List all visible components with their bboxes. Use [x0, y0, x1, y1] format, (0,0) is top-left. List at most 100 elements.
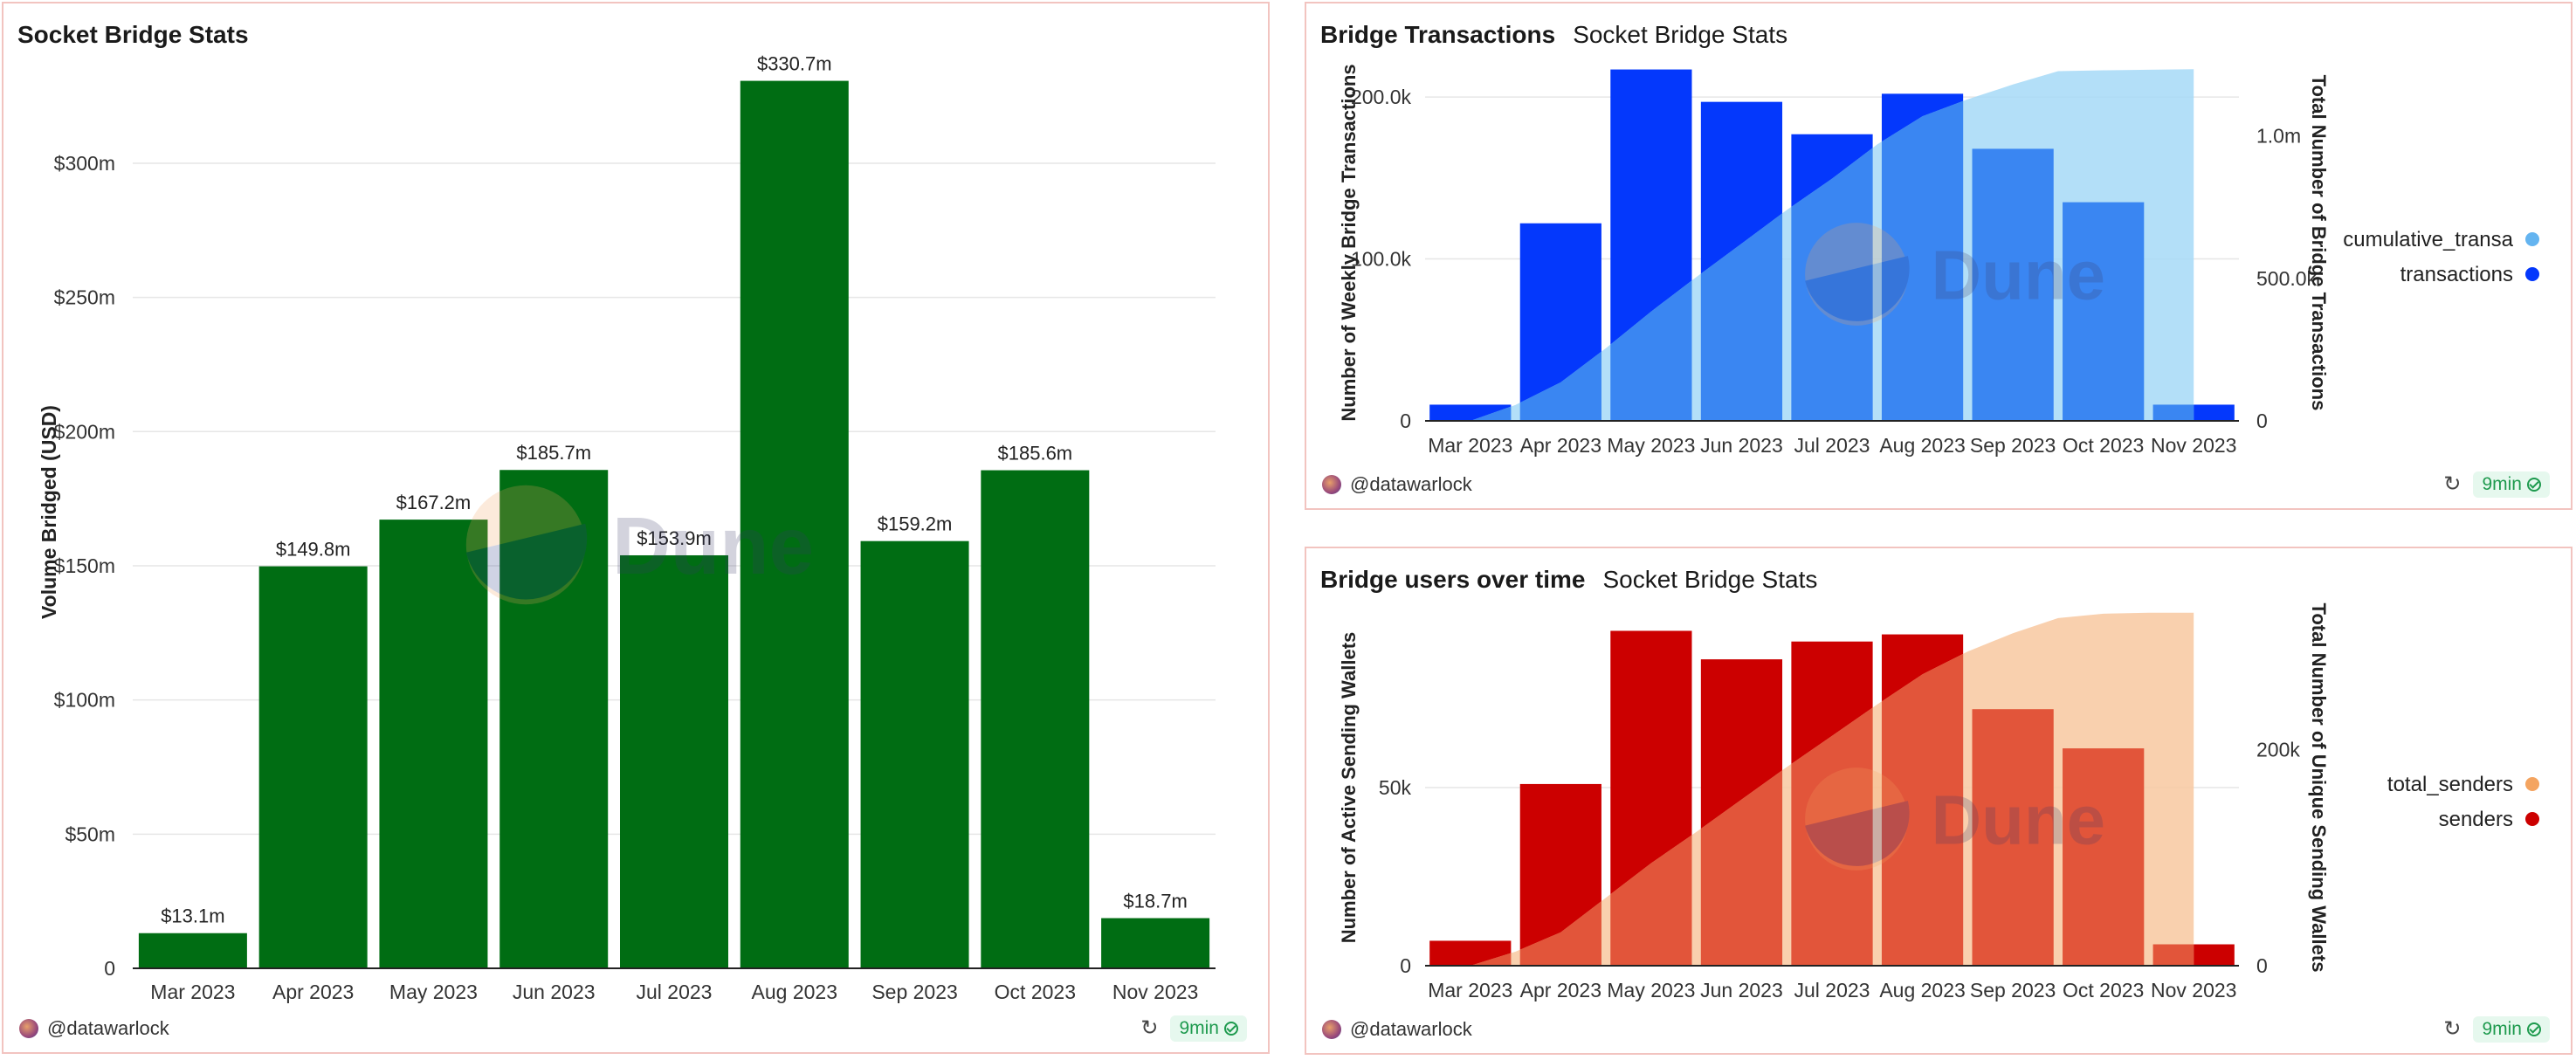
volume-chart-panel: Socket Bridge Stats 0 $50m $100m $150m $200m…: [2, 2, 1270, 1054]
bar: [258, 566, 368, 968]
panel-title: Socket Bridge Stats: [17, 21, 249, 49]
panel-title-text: Bridge Transactions: [1320, 21, 1556, 48]
y2-tick-label: 200k: [2256, 739, 2300, 761]
x-tick-label: Aug 2023: [1879, 979, 1965, 1001]
x-tick-label: May 2023: [1607, 434, 1695, 457]
x-tick-label: Aug 2023: [752, 981, 837, 1003]
freshness-badge: 9min: [1170, 1015, 1247, 1042]
legend-label: cumulative_transa: [2343, 228, 2513, 251]
data-label: $185.6m: [998, 443, 1073, 465]
author-link[interactable]: @datawarlock: [1350, 473, 1472, 495]
y-tick-label: $250m: [54, 286, 115, 309]
transactions-combo-chart: 0 100.0k 200.0k 0 500.0k 1.0m Number of Weekly…: [1338, 64, 2539, 457]
y-tick-label: 0: [1400, 954, 1411, 977]
x-tick-label: Jul 2023: [1794, 979, 1870, 1001]
x-tick-label: Mar 2023: [1428, 434, 1512, 457]
x-tick-label: Oct 2023: [995, 981, 1076, 1003]
x-tick-label: Jun 2023: [1700, 434, 1783, 457]
panel-footer: @datawarlock: [1322, 1018, 1472, 1041]
bar: [620, 554, 728, 968]
users-combo-chart: 0 50k 0 200k Number of Active Sending Wallet…: [1338, 603, 2539, 1001]
x-tick-label: Nov 2023: [2151, 434, 2236, 457]
author-link[interactable]: @datawarlock: [47, 1017, 169, 1039]
dune-logo-shade: [465, 523, 588, 600]
freshness-text: 9min: [2482, 474, 2522, 494]
x-tick-label: Nov 2023: [1112, 981, 1198, 1003]
panel-title-text: Socket Bridge Stats: [17, 21, 249, 48]
panel-subtitle: Socket Bridge Stats: [1602, 566, 1818, 593]
avatar[interactable]: [1322, 475, 1341, 494]
dune-watermark-text: Dune: [1932, 237, 2106, 314]
panel-title-text: Bridge users over time: [1320, 566, 1586, 593]
dune-watermark: Dune: [1805, 767, 2105, 871]
x-tick-label: May 2023: [389, 981, 478, 1003]
y-axis-label: Volume Bridged (USD): [38, 405, 60, 619]
legend-dot: [2525, 232, 2539, 246]
x-tick-label: Jul 2023: [1794, 434, 1870, 457]
dune-watermark: Dune: [465, 485, 814, 605]
data-label: $18.7m: [1123, 891, 1187, 912]
x-tick-label: May 2023: [1607, 979, 1695, 1001]
freshness-badge: 9min: [2473, 1016, 2550, 1043]
y-tick-label: 100.0k: [1351, 248, 1412, 271]
data-label: $167.2m: [396, 492, 472, 513]
panel-footer: @datawarlock: [19, 1017, 169, 1040]
status-area: ↻ 9min: [2443, 471, 2550, 498]
bar: [138, 933, 247, 968]
legend-label: senders: [2439, 808, 2513, 831]
author-link[interactable]: @datawarlock: [1350, 1018, 1472, 1040]
bar-overlap-transactions: [2152, 404, 2194, 421]
data-label: $13.1m: [161, 905, 224, 927]
x-tick-label: Apr 2023: [1520, 434, 1601, 457]
bar: [981, 470, 1090, 968]
legend-dot: [2525, 267, 2539, 281]
refresh-icon[interactable]: ↻: [2443, 472, 2462, 496]
transactions-chart-panel: Bridge Transactions Socket Bridge Stats 0…: [1305, 2, 2573, 510]
bar-overlap-transactions: [2063, 202, 2145, 421]
panel-subtitle: Socket Bridge Stats: [1573, 21, 1788, 48]
y2-axis-label: Total Number of Unique Sending Wallets: [2308, 603, 2330, 973]
volume-bar-chart: 0 $50m $100m $150m $200m $250m $300m Volume Bri…: [38, 53, 1216, 1003]
y-axis-label: Number of Active Sending Wallets: [1338, 632, 1360, 944]
bar: [740, 80, 849, 969]
x-tick-label: Apr 2023: [1520, 979, 1601, 1001]
y-tick-label: $300m: [54, 152, 115, 175]
y2-tick-label: 1.0m: [2256, 125, 2301, 148]
bar: [1101, 918, 1210, 968]
dune-watermark-text: Dune: [612, 500, 814, 591]
dune-logo-shade: [1805, 256, 1910, 321]
x-tick-label: Apr 2023: [272, 981, 354, 1003]
users-chart-panel: Bridge users over time Socket Bridge Stat…: [1305, 547, 2573, 1055]
data-label: $185.7m: [516, 442, 591, 464]
legend-label: total_senders: [2387, 773, 2513, 796]
data-label: $159.2m: [878, 513, 953, 535]
avatar[interactable]: [1322, 1020, 1341, 1039]
data-label: $153.9m: [637, 527, 712, 549]
freshness-text: 9min: [1179, 1018, 1219, 1038]
y-tick-label: $200m: [54, 420, 115, 443]
x-tick-label: Sep 2023: [1970, 434, 2056, 457]
legend-label: transactions: [2400, 263, 2513, 286]
x-tick-label: Jul 2023: [637, 981, 713, 1003]
refresh-icon[interactable]: ↻: [2443, 1017, 2462, 1041]
panel-title: Bridge Transactions Socket Bridge Stats: [1320, 21, 1787, 49]
panel-footer: @datawarlock: [1322, 473, 1472, 496]
dune-logo-icon: [465, 485, 586, 605]
data-label: $330.7m: [757, 53, 832, 75]
y2-tick-label: 500.0k: [2256, 267, 2318, 290]
data-label: $149.8m: [276, 539, 351, 561]
refresh-icon[interactable]: ↻: [1140, 1016, 1159, 1040]
avatar[interactable]: [19, 1019, 38, 1038]
dune-logo-icon: [1805, 767, 1908, 871]
x-tick-label: Mar 2023: [1428, 979, 1512, 1001]
y-tick-label: 200.0k: [1351, 86, 1412, 108]
x-tick-label: Sep 2023: [871, 981, 957, 1003]
x-tick-label: Aug 2023: [1879, 434, 1965, 457]
bar: [860, 540, 969, 968]
freshness-badge: 9min: [2473, 471, 2550, 498]
check-circle-icon: [2527, 1022, 2541, 1036]
check-circle-icon: [2527, 478, 2541, 492]
dune-logo-icon: [1805, 223, 1908, 326]
status-area: ↻ 9min: [1140, 1015, 1247, 1042]
freshness-text: 9min: [2482, 1019, 2522, 1039]
